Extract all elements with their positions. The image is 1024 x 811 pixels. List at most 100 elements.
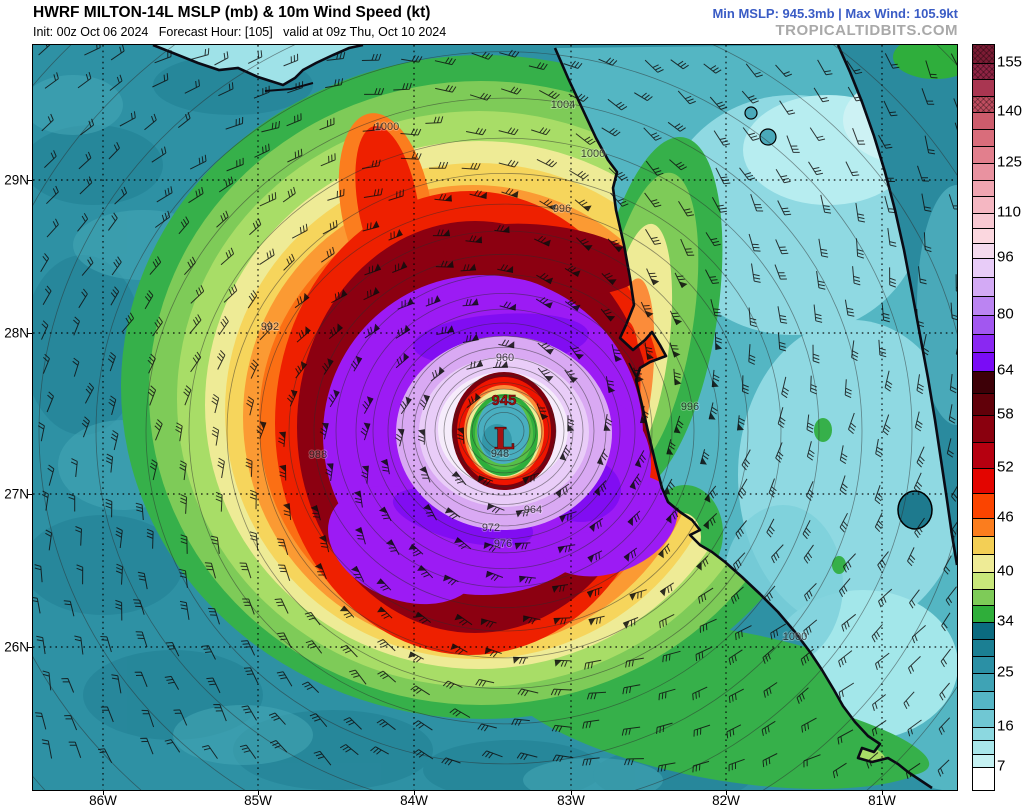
atlantic-coastline [836, 45, 957, 566]
colorbar-cell [973, 536, 994, 554]
colorbar-cell [973, 622, 994, 639]
lat-axis-tick [27, 180, 32, 181]
colorbar-cell [973, 588, 994, 606]
lon-axis-tick [103, 790, 104, 795]
colorbar-cell [973, 179, 994, 197]
colorbar-cell [973, 315, 994, 334]
colorbar-tick-label: 34 [997, 612, 1014, 630]
colorbar-cell [973, 740, 994, 754]
colorbar-cell [973, 213, 994, 228]
lat-axis-tick [27, 333, 32, 334]
lon-axis-label: 81W [868, 793, 896, 808]
colorbar-cell [973, 415, 994, 442]
colorbar-cell [973, 493, 994, 518]
lon-axis-tick [258, 790, 259, 795]
contour-label: 972 [482, 522, 500, 534]
storm-eye-pressure-label: 945 [491, 392, 516, 409]
colorbar-tick-label: 155 [997, 53, 1023, 71]
colorbar-tick-label: 58 [997, 405, 1014, 423]
contour-label: 1000 [581, 148, 605, 160]
colorbar-cell [973, 518, 994, 536]
contour-label: 996 [681, 401, 699, 413]
colorbar-cell [973, 691, 994, 709]
colorbar-cell [973, 554, 994, 572]
colorbar-tick-label: 46 [997, 508, 1014, 526]
colorbar-cell [973, 393, 994, 415]
colorbar-cell [973, 656, 994, 673]
init-forecast-valid-line: Init: 00z Oct 06 2024 Forecast Hour: [10… [33, 25, 447, 39]
colorbar-cell [973, 95, 994, 112]
colorbar-cell [973, 163, 994, 180]
mslp-contours [33, 45, 957, 790]
lon-axis-label: 82W [712, 793, 740, 808]
colorbar-cell [973, 258, 994, 277]
colorbar-cell [973, 296, 994, 315]
colorbar-cell [973, 146, 994, 163]
lon-axis-tick [414, 790, 415, 795]
colorbar-tick-label: 40 [997, 562, 1014, 580]
colorbar-tick-label: 140 [997, 102, 1023, 120]
gulf-coastline [553, 47, 933, 790]
colorbar-cell [973, 727, 994, 741]
colorbar-tick-label: 25 [997, 663, 1014, 681]
colorbar-cell [973, 63, 994, 80]
panhandle-coastline [152, 45, 364, 87]
lat-axis-label: 29N [4, 172, 29, 188]
colorbar-cell [973, 605, 994, 623]
colorbar-cell [973, 371, 994, 393]
map-svg: 1004 1000 1000 996 992 988 996 1000 960 948 964 972… [33, 45, 957, 790]
colorbar-tick-label: 96 [997, 248, 1014, 266]
contour-label: 988 [309, 449, 327, 461]
storm-low-symbol: L [493, 422, 514, 457]
colorbar-cell [973, 639, 994, 656]
colorbar-cell [973, 79, 994, 96]
lon-axis-label: 85W [244, 793, 272, 808]
colorbar-tick-label: 110 [997, 203, 1021, 221]
colorbar-cell [973, 468, 994, 493]
contour-label: 964 [524, 504, 542, 516]
contour-labels: 1004 1000 1000 996 992 988 996 1000 960 948 964 972… [260, 98, 808, 644]
contour-label: 1004 [551, 99, 575, 111]
lon-axis-label: 83W [557, 793, 585, 808]
colorbar-tick-label: 80 [997, 305, 1014, 323]
colorbar-cell [973, 352, 994, 372]
lat-axis-tick [27, 494, 32, 495]
page-title: HWRF MILTON-14L MSLP (mb) & 10m Wind Spe… [33, 4, 431, 21]
lat-lon-graticule [33, 45, 957, 790]
contour-label: 992 [261, 321, 279, 333]
lat-axis-label: 26N [4, 639, 29, 655]
colorbar-cell [973, 333, 994, 353]
colorbar-tick-label: 16 [997, 717, 1014, 735]
colorbar-cell [973, 228, 994, 243]
lat-axis-label: 28N [4, 325, 29, 341]
contour-label: 976 [494, 538, 512, 550]
tropicaltidbits-brand: TROPICALTIDBITS.COM [775, 22, 958, 39]
colorbar-cell [973, 129, 994, 146]
wind-speed-colorbar [972, 44, 995, 791]
lon-axis-label: 86W [89, 793, 117, 808]
colorbar-cell [973, 753, 994, 767]
colorbar-tick-label: 7 [997, 757, 1006, 775]
wind-barbs-layer [33, 45, 957, 780]
contour-label: 996 [553, 203, 571, 215]
colorbar-cell [973, 45, 994, 63]
colorbar-tick-label: 52 [997, 458, 1014, 476]
weather-map: 1004 1000 1000 996 992 988 996 1000 960 948 964 972… [32, 44, 958, 791]
colorbar-tick-label: 125 [997, 153, 1023, 171]
colorbar-cell [973, 441, 994, 468]
lon-axis-tick [571, 790, 572, 795]
contour-label: 960 [496, 352, 514, 364]
colorbar-cell [973, 112, 994, 129]
lon-axis-label: 84W [400, 793, 428, 808]
contour-label: 948 [491, 448, 509, 460]
colorbar-cell [973, 277, 994, 296]
colorbar-cell [973, 243, 994, 258]
min-mslp-max-wind-readout: Min MSLP: 945.3mb | Max Wind: 105.9kt [712, 6, 958, 21]
colorbar-cell [973, 709, 994, 727]
colorbar-tick-label: 64 [997, 361, 1014, 379]
lon-axis-tick [882, 790, 883, 795]
colorbar-cell [973, 572, 994, 589]
storm-center-marker: 945 L [491, 392, 516, 458]
contour-label: 1000 [783, 631, 807, 643]
